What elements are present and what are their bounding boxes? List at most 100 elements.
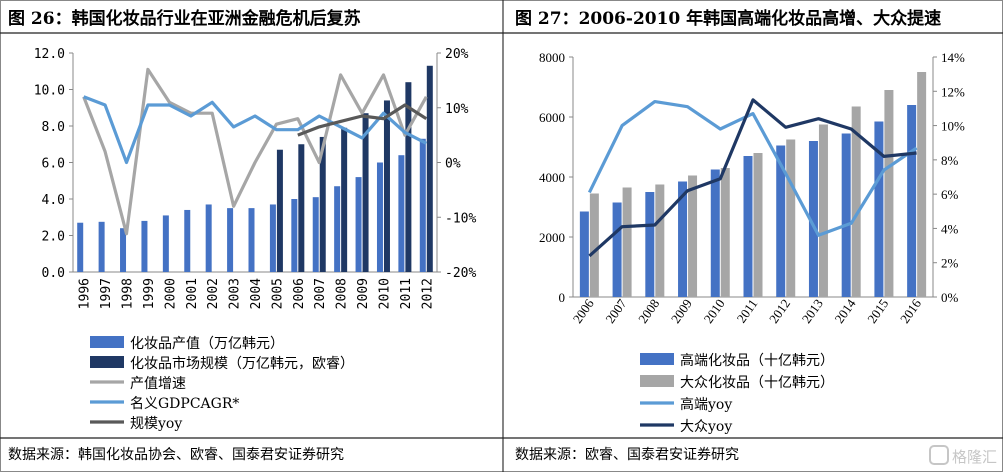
x-tick-label: 2012 — [420, 278, 435, 309]
legend-swatch-1 — [640, 375, 674, 387]
x-tick-label: 2000 — [163, 278, 178, 309]
right-tick-label: 6% — [941, 187, 959, 202]
chart-26-title: 图 26：韩国化妆品行业在亚洲金融危机后复苏 — [8, 8, 361, 29]
bar-2010-s0 — [710, 169, 720, 297]
watermark-logo: 格隆汇 — [929, 445, 997, 466]
bar-2008-s1 — [341, 127, 348, 272]
bar-2010-s0 — [376, 162, 383, 272]
left-tick-label: 6.0 — [42, 157, 65, 172]
right-tick-label: 10% — [941, 119, 965, 134]
chart-26: 12.0 10.0 8.0 6.0 4.0 2.0 0.0 20% 10% 0% -10% -20% 1… — [34, 47, 477, 432]
right-tick-label: 10% — [445, 102, 469, 117]
right-tick-label: 0% — [445, 157, 461, 172]
bar-2012-s0 — [419, 138, 426, 272]
bar-2007-s1 — [319, 136, 326, 272]
right-tick-label: 14% — [941, 50, 965, 65]
bar-2002-s0 — [205, 204, 212, 272]
watermark-text: 格隆汇 — [952, 448, 997, 466]
x-tick-label: 1998 — [121, 278, 136, 309]
legend-label-2: 产值增速 — [130, 376, 186, 392]
x-tick-label: 2007 — [313, 278, 328, 309]
right-tick-label: 20% — [445, 47, 469, 62]
right-tick-label: 4% — [941, 221, 959, 236]
bar-2007-s0 — [312, 197, 319, 272]
series-line-s0 — [587, 100, 918, 237]
left-tick-label: 6000 — [539, 110, 565, 125]
x-tick-label: 2003 — [228, 278, 243, 309]
legend-label-0: 高端化妆品（十亿韩元） — [680, 352, 834, 369]
series-line-s1 — [83, 95, 428, 165]
bar-2006-s0 — [579, 211, 589, 297]
bar-2008-s0 — [645, 192, 655, 297]
bar-2015-s1 — [884, 90, 894, 297]
bar-2009-s0 — [355, 177, 362, 272]
legend-label-1: 化妆品市场规模（万亿韩元，欧睿） — [130, 355, 354, 372]
legend-swatch-1 — [90, 356, 124, 368]
bar-2013-s1 — [818, 124, 828, 297]
bar-2012-s0 — [776, 145, 786, 297]
bar-2010-s1 — [383, 100, 390, 272]
legend-label-3: 名义GDPCAGR* — [130, 396, 239, 412]
bar-2012-s1 — [426, 65, 433, 273]
legend-label-4: 规模yoy — [130, 416, 182, 432]
left-tick-label: 2.0 — [42, 230, 65, 245]
bar-2007-s1 — [622, 187, 632, 297]
x-tick-label: 2004 — [249, 278, 264, 309]
x-tick-label: 2005 — [270, 278, 285, 309]
bar-2009-s1 — [688, 175, 698, 297]
bar-2009-s1 — [362, 113, 369, 272]
series-line-s2 — [297, 103, 428, 137]
bar-2011-s1 — [753, 153, 763, 297]
right-tick-label: 2% — [941, 256, 959, 271]
x-tick-label: 1996 — [78, 278, 93, 309]
left-tick-label: 12.0 — [34, 47, 65, 62]
bar-1999-s0 — [141, 220, 148, 272]
chart-26-source: 数据来源：韩国化妆品协会、欧睿、国泰君安证券研究 — [8, 447, 344, 463]
bar-2006-s0 — [291, 199, 298, 272]
bar-2012-s1 — [786, 139, 796, 297]
bar-2016-s0 — [907, 105, 917, 297]
series-line-s1 — [588, 98, 917, 258]
watermark-icon — [929, 445, 949, 465]
bar-1997-s0 — [98, 221, 105, 272]
left-tick-label: 4.0 — [42, 193, 65, 208]
right-tick-label: 0% — [941, 290, 959, 305]
legend-swatch-0 — [640, 353, 674, 365]
left-tick-label: 8.0 — [42, 120, 65, 135]
bar-2011-s0 — [743, 156, 753, 297]
left-tick-label: 4000 — [539, 170, 565, 185]
bar-2001-s0 — [184, 209, 191, 272]
x-tick-label: 2010 — [377, 278, 392, 309]
bar-2010-s1 — [720, 168, 730, 297]
bar-2005-s0 — [269, 204, 276, 272]
right-tick-label: 8% — [941, 153, 959, 168]
bar-2004-s0 — [248, 208, 255, 272]
bar-2014-s0 — [841, 133, 851, 297]
bar-2014-s1 — [851, 106, 861, 297]
legend-label-0: 化妆品产值（万亿韩元） — [130, 336, 284, 352]
bar-2011-s1 — [405, 82, 412, 272]
legend-label-2: 高端yoy — [680, 396, 732, 413]
right-tick-label: 12% — [941, 84, 965, 99]
legend-label-3: 大众yoy — [680, 419, 732, 435]
chart-27-title: 图 27：2006-2010 年韩国高端化妆品高增、大众提速 — [515, 8, 941, 29]
legend-swatch-0 — [90, 336, 124, 348]
right-tick-label: -10% — [445, 211, 476, 226]
left-tick-label: 2000 — [539, 230, 565, 245]
bar-2016-s1 — [917, 72, 927, 297]
x-tick-label: 2011 — [399, 278, 414, 309]
x-tick-label: 1997 — [99, 278, 114, 309]
x-tick-label: 2008 — [335, 278, 350, 309]
bar-2007-s0 — [612, 202, 622, 297]
x-tick-label: 2009 — [356, 278, 371, 309]
left-tick-label: 0 — [559, 290, 566, 305]
bar-2013-s0 — [808, 141, 818, 297]
legend-label-1: 大众化妆品（十亿韩元） — [680, 375, 834, 391]
bar-2009-s0 — [678, 181, 688, 297]
bar-2015-s0 — [874, 121, 884, 297]
bar-2000-s0 — [162, 215, 169, 272]
bar-2008-s1 — [655, 184, 665, 297]
bar-1998-s0 — [120, 228, 127, 272]
left-tick-label: 8000 — [539, 50, 565, 65]
